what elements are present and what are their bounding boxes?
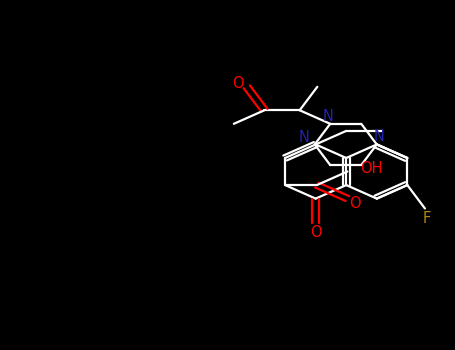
Text: O: O — [349, 196, 361, 211]
Text: N: N — [299, 130, 310, 145]
Text: N: N — [374, 129, 384, 144]
Text: OH: OH — [360, 161, 383, 176]
Text: N: N — [323, 108, 334, 124]
Text: F: F — [423, 211, 431, 226]
Text: O: O — [232, 76, 243, 91]
Text: O: O — [310, 225, 322, 240]
